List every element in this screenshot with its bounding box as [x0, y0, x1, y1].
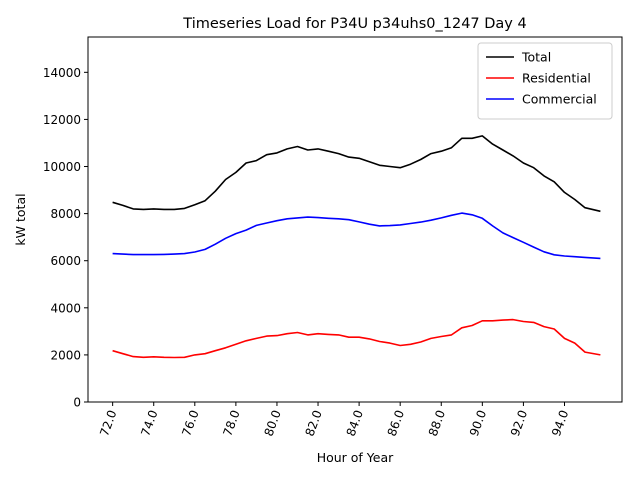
- x-axis: 72.0 74.0 76.0 78.0 80.0 82.0 84.0 86.0 88.0 90.0…: [97, 402, 571, 438]
- x-tick-label: 76.0: [179, 408, 201, 438]
- y-tick-label: 4000: [50, 301, 81, 315]
- y-tick-label: 0: [73, 396, 81, 410]
- x-tick-label: 74.0: [138, 408, 160, 438]
- x-tick-label: 92.0: [508, 408, 530, 438]
- x-tick-label: 72.0: [97, 408, 119, 438]
- series-line-commercial: [112, 212, 601, 260]
- axes-frame: [87, 36, 623, 403]
- y-tick-label: 2000: [50, 348, 81, 362]
- y-axis: 0 2000 4000 6000 8000 10000 12000 14000: [43, 66, 88, 410]
- x-tick-label: 90.0: [467, 408, 489, 438]
- y-tick-label: 12000: [43, 113, 81, 127]
- y-axis-label: kW total: [13, 193, 28, 245]
- legend: Total Residential Commercial: [477, 42, 613, 120]
- legend-entry-total: Total: [521, 50, 551, 65]
- series-line-total: [112, 135, 601, 213]
- x-tick-label: 94.0: [549, 408, 571, 438]
- x-tick-label: 80.0: [261, 408, 283, 438]
- plot-area: [112, 135, 601, 359]
- y-tick-label: 10000: [43, 160, 81, 174]
- chart-title: Timeseries Load for P34U p34uhs0_1247 Da…: [182, 16, 526, 32]
- x-tick-label: 78.0: [220, 408, 242, 438]
- y-tick-label: 14000: [43, 66, 81, 80]
- x-tick-label: 84.0: [344, 408, 366, 438]
- y-tick-label: 8000: [50, 207, 81, 221]
- x-tick-label: 86.0: [385, 408, 407, 438]
- series-line-residential: [112, 318, 601, 359]
- x-tick-label: 88.0: [426, 408, 448, 438]
- x-tick-label: 82.0: [303, 408, 325, 438]
- x-axis-label: Hour of Year: [317, 450, 394, 465]
- y-tick-label: 6000: [50, 254, 81, 268]
- legend-entry-residential: Residential: [522, 71, 591, 86]
- legend-entry-commercial: Commercial: [522, 92, 597, 107]
- legend-box: [477, 42, 613, 120]
